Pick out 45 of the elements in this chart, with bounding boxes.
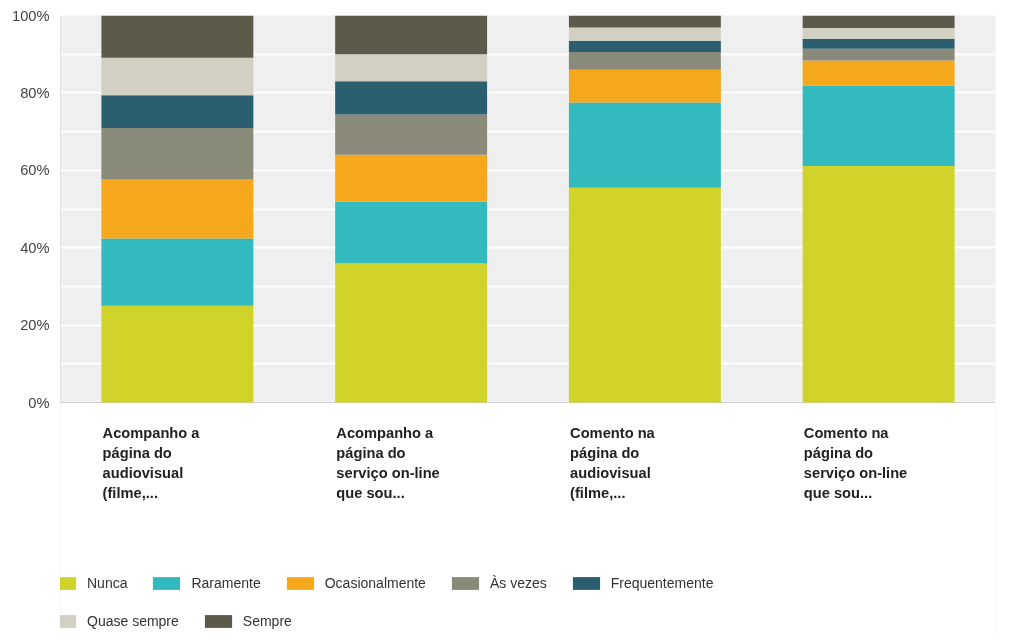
bar	[101, 15, 254, 58]
x-tick-label: Acompanho a página do audiovisual (filme,...	[102, 424, 201, 501]
legend-label: Nunca	[87, 575, 128, 591]
bar	[568, 69, 721, 103]
bar	[568, 51, 721, 70]
bar	[802, 85, 955, 167]
bar	[335, 54, 488, 82]
bar	[568, 15, 721, 28]
bar	[802, 48, 955, 61]
y-tick-label: 60%	[20, 162, 50, 179]
bar	[568, 187, 721, 403]
bar	[101, 238, 254, 306]
y-tick-label: 100%	[12, 7, 50, 24]
bar	[101, 179, 254, 239]
bar	[101, 305, 254, 403]
bar	[568, 40, 721, 52]
legend-label: Frequentemente	[610, 575, 714, 591]
bar	[335, 154, 488, 202]
bar	[802, 38, 955, 49]
bar	[568, 27, 721, 41]
bar	[335, 201, 488, 264]
y-tick-label: 80%	[20, 84, 50, 101]
bar	[335, 81, 488, 115]
legend-label: Sempre	[242, 613, 292, 629]
bar	[568, 102, 721, 188]
legend-label: Quase sempre	[87, 613, 179, 629]
x-tick-label: Acompanho a página do serviço on-line que sou...	[336, 424, 440, 501]
legend-label: Ocasionalmente	[324, 575, 426, 591]
y-tick-label: 0%	[28, 394, 50, 411]
x-tick-label: Comento na página do serviço on-line que sou...	[803, 424, 908, 501]
bar	[101, 95, 254, 129]
y-tick-label: 40%	[20, 239, 50, 256]
x-tick-label: Comento na página do audiovisual (filme,...	[570, 424, 656, 501]
bar	[335, 15, 488, 55]
bar	[101, 57, 254, 96]
bar	[101, 128, 254, 180]
legend-label: Raramente	[191, 575, 261, 591]
bar	[802, 15, 955, 28]
bar	[802, 166, 955, 403]
bar	[335, 114, 488, 155]
legend-label: Às vezes	[489, 575, 547, 591]
bar	[802, 60, 955, 86]
bar	[802, 27, 955, 39]
y-tick-label: 20%	[20, 317, 50, 334]
bar	[335, 263, 488, 403]
